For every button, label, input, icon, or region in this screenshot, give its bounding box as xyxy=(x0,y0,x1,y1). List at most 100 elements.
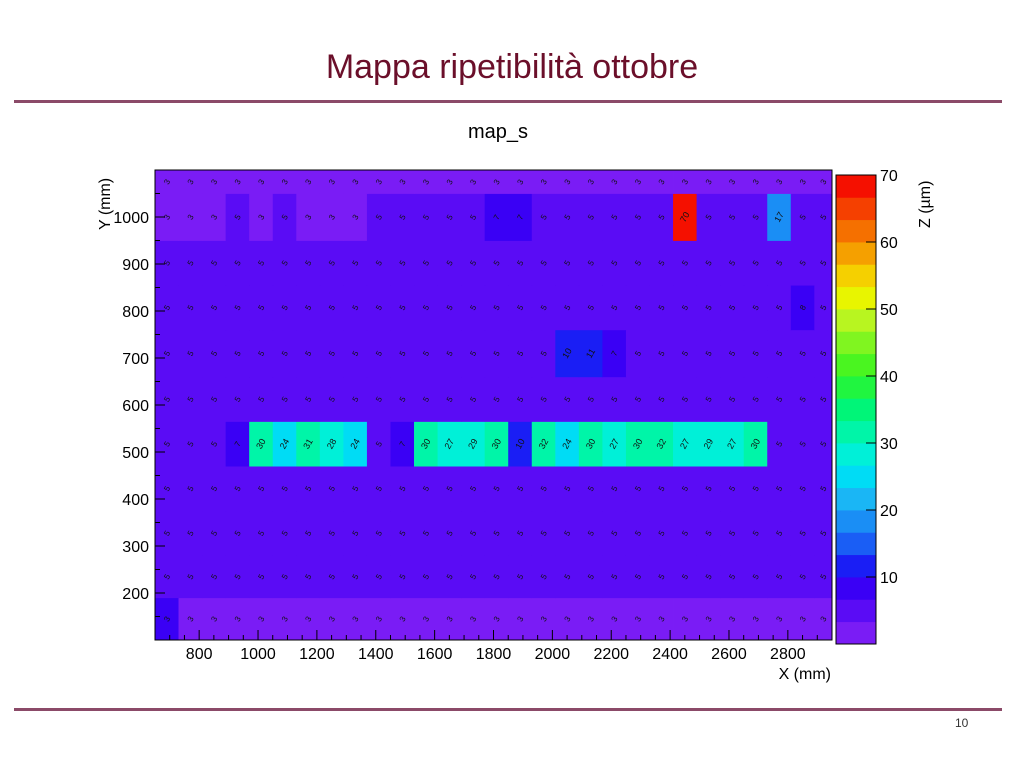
heatmap-cell xyxy=(649,193,674,241)
heatmap-cell xyxy=(790,193,815,241)
heatmap-cell xyxy=(343,597,368,641)
cell-value-label: 5 xyxy=(421,213,431,222)
heatmap-cell xyxy=(625,329,650,378)
cell-value-label: 3 xyxy=(657,177,667,186)
heatmap-cell xyxy=(461,466,486,512)
heatmap-cell xyxy=(366,597,391,641)
colorbar-segment xyxy=(836,532,876,556)
heatmap-cell xyxy=(225,597,250,641)
heatmap-cell xyxy=(696,510,721,556)
heatmap-cell xyxy=(249,329,274,378)
heatmap-cell xyxy=(437,285,462,331)
heatmap-cell xyxy=(461,170,486,194)
cell-value-label: 5 xyxy=(751,572,761,581)
cell-value-label: 5 xyxy=(468,213,478,222)
heatmap-cell xyxy=(508,240,533,286)
heatmap-cell xyxy=(343,421,368,467)
heatmap-cell xyxy=(555,555,580,599)
heatmap-cell xyxy=(602,597,627,641)
heatmap-cell xyxy=(178,329,203,378)
heatmap-cell xyxy=(602,510,627,556)
heatmap-cell xyxy=(673,240,697,286)
cell-value-label: 5 xyxy=(704,484,714,493)
heatmap-cell xyxy=(272,466,297,512)
z-tick-label: 40 xyxy=(880,369,898,386)
cell-value-label: 5 xyxy=(492,484,502,493)
heatmap-cell xyxy=(814,555,833,599)
cell-value-label: 5 xyxy=(610,484,620,493)
heatmap-cell xyxy=(178,170,203,194)
cell-value-label: 3 xyxy=(751,177,761,186)
heatmap-cell xyxy=(225,193,250,241)
cell-value-label: 5 xyxy=(492,349,502,358)
cell-value-label: 5 xyxy=(492,303,502,312)
cell-value-label: 29 xyxy=(466,437,480,451)
cell-value-label: 5 xyxy=(186,484,196,493)
heatmap-cell xyxy=(272,193,297,241)
cell-value-label: 3 xyxy=(327,177,337,186)
heatmap-cell xyxy=(578,421,603,467)
heatmap-cell xyxy=(602,466,627,512)
heatmap-cell xyxy=(296,193,321,241)
heatmap-cell xyxy=(743,466,768,512)
cell-value-label: 5 xyxy=(256,529,266,538)
colorbar-segment xyxy=(836,286,876,310)
cell-value-label: 5 xyxy=(704,395,714,404)
heatmap-cell xyxy=(720,240,745,286)
cell-value-label: 5 xyxy=(256,395,266,404)
heatmap-cell xyxy=(508,329,533,378)
cell-value-label: 5 xyxy=(774,303,784,312)
cell-value-label: 5 xyxy=(186,258,196,267)
heatmap-cell xyxy=(319,597,344,641)
colorbar-segment xyxy=(836,577,876,600)
cell-value-label: 3 xyxy=(586,614,596,623)
heatmap-cell xyxy=(155,240,179,286)
heatmap-cell xyxy=(437,421,462,467)
heatmap-cell xyxy=(272,597,297,641)
cell-value-label: 3 xyxy=(162,213,172,222)
heatmap-cell xyxy=(767,329,792,378)
cell-value-label: 5 xyxy=(186,529,196,538)
cell-value-label: 30 xyxy=(631,437,645,451)
heatmap-cell xyxy=(673,193,697,241)
cell-value-label: 5 xyxy=(468,484,478,493)
cell-value-label: 3 xyxy=(421,177,431,186)
cell-value-label: 5 xyxy=(280,303,290,312)
heatmap-cell xyxy=(390,555,415,599)
cell-value-label: 5 xyxy=(586,258,596,267)
z-tick-label: 70 xyxy=(880,168,898,185)
heatmap-cell xyxy=(202,240,227,286)
cell-value-label: 5 xyxy=(162,349,172,358)
cell-value-label: 5 xyxy=(819,529,829,538)
heatmap-cell xyxy=(202,466,227,512)
cell-value-label: 5 xyxy=(586,395,596,404)
cell-value-label: 5 xyxy=(704,529,714,538)
heatmap-cell xyxy=(555,285,580,331)
heatmap-cell xyxy=(202,555,227,599)
heatmap-cell xyxy=(202,170,227,194)
cell-value-label: 3 xyxy=(633,177,643,186)
cell-value-label: 5 xyxy=(351,303,361,312)
heatmap-cell xyxy=(790,240,815,286)
heatmap-cell xyxy=(414,193,438,241)
heatmap-cell xyxy=(508,193,533,241)
cell-value-label: 5 xyxy=(610,213,620,222)
cell-value-label: 3 xyxy=(492,177,502,186)
heatmap-cell xyxy=(272,376,297,422)
cell-value-label: 27 xyxy=(725,437,739,451)
heatmap-cell xyxy=(790,376,815,422)
heatmap-cell xyxy=(531,170,556,194)
x-axis-label: X (mm) xyxy=(779,666,831,683)
heatmap-cell xyxy=(343,170,368,194)
heatmap-cell xyxy=(202,510,227,556)
heatmap-cell-labels: 3 3 3 3 3 3 3 3 3 3 3 3 3 3 3 3 3 3 3 3 3 3 3 3 3 3 3 3 3 5 5 5 5 5 5 5 5 5 5 5… xyxy=(162,177,829,623)
heatmap-cell xyxy=(272,285,297,331)
cell-value-label: 5 xyxy=(351,349,361,358)
cell-value-label: 27 xyxy=(678,437,692,451)
cell-value-label: 5 xyxy=(539,572,549,581)
colorbar-segment xyxy=(836,420,876,444)
cell-value-label: 3 xyxy=(445,177,455,186)
heatmap-cell xyxy=(673,597,697,641)
cell-value-label: 5 xyxy=(704,303,714,312)
cell-value-label: 5 xyxy=(819,213,829,222)
